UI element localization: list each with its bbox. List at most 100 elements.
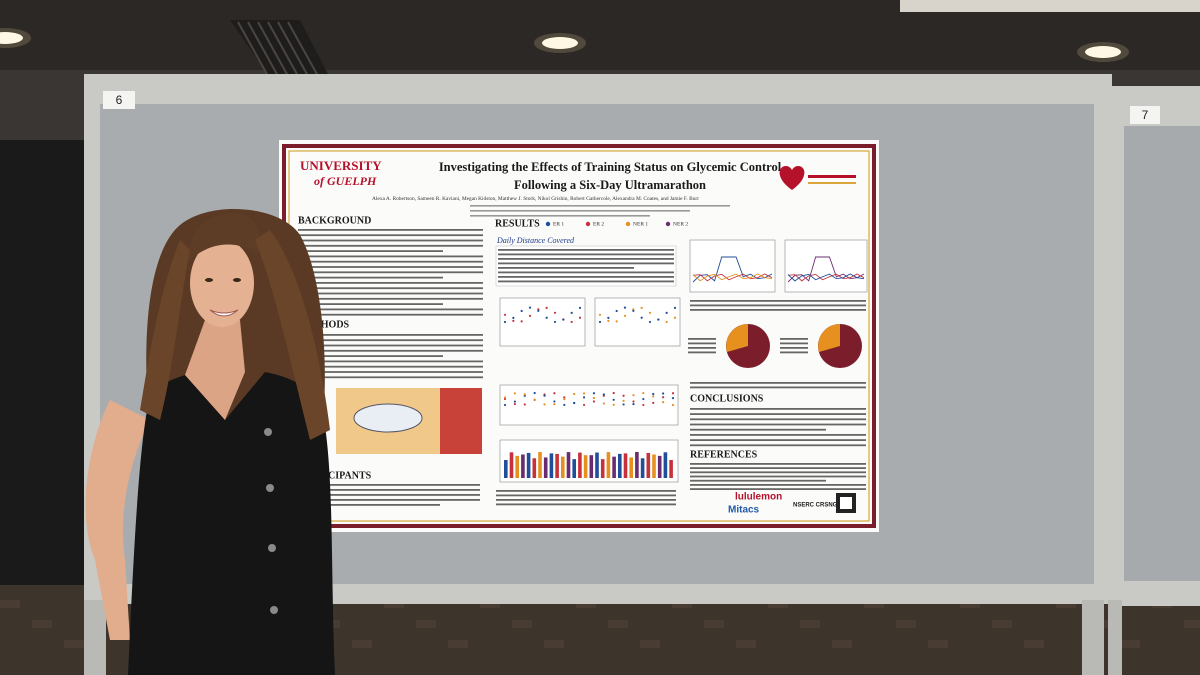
- plot-point: [592, 396, 596, 400]
- bar: [515, 455, 519, 478]
- legend-swatch: [625, 221, 631, 227]
- plot-point: [582, 396, 586, 399]
- board-number: 7: [1142, 108, 1149, 122]
- plot-point: [632, 400, 635, 403]
- body-text-line: [690, 408, 866, 410]
- pie-legend-line: [780, 347, 808, 349]
- smile: [209, 309, 239, 317]
- legend-label: NER 2: [673, 221, 688, 227]
- carpet-pattern: [0, 600, 20, 608]
- table-row: [498, 262, 674, 265]
- pie-legend-line: [688, 347, 716, 349]
- plot-point: [563, 398, 566, 401]
- affiliation-line: [470, 215, 650, 217]
- carpet-pattern: [704, 620, 724, 628]
- plot-point: [623, 314, 627, 317]
- plot-point: [553, 392, 556, 395]
- body-text-line: [298, 229, 483, 231]
- sponsor-logo: NSERC CRSNG: [793, 503, 838, 509]
- carpet-pattern: [736, 640, 756, 648]
- ceiling-light: [542, 37, 578, 49]
- doorway: [0, 140, 85, 590]
- body-text-line: [298, 287, 483, 290]
- line-series: [787, 256, 865, 283]
- plot-point: [648, 320, 652, 324]
- plot-point: [582, 392, 586, 395]
- body-text-line: [690, 413, 866, 415]
- section-heading: RESULTS: [495, 218, 540, 229]
- board-leg: [1082, 600, 1104, 675]
- plot-point: [622, 399, 625, 402]
- legend-label: ER 1: [553, 221, 564, 227]
- plot-point: [657, 318, 660, 321]
- carpet-pattern: [832, 640, 852, 648]
- plot-point: [545, 316, 548, 319]
- plot-point: [640, 316, 643, 319]
- caption-line: [496, 503, 676, 506]
- plot-point: [533, 398, 536, 401]
- vent-slat: [257, 21, 289, 77]
- table: [495, 245, 677, 287]
- plot-point: [513, 402, 516, 406]
- plot-point: [563, 403, 566, 407]
- plot-point: [528, 314, 532, 317]
- body-text-line: [298, 239, 483, 242]
- plot-point: [512, 316, 515, 319]
- plot-point: [543, 394, 546, 397]
- caption-line: [496, 494, 676, 497]
- pie-legend-line: [688, 338, 716, 340]
- carpet-pattern: [1120, 640, 1140, 648]
- legend-swatch: [545, 221, 551, 227]
- plot-point: [503, 320, 507, 324]
- poster-title: Investigating the Effects of Training St…: [439, 160, 782, 174]
- pie-legend-line: [688, 351, 716, 354]
- board-fabric-right: [1124, 126, 1200, 581]
- carpet-pattern: [448, 640, 468, 648]
- table-row: [498, 267, 634, 269]
- body-text-line: [690, 418, 866, 421]
- methods-figure-side: [440, 388, 482, 454]
- sponsor-logo: lululemon: [735, 492, 782, 503]
- lab-logo-heart: [779, 166, 805, 190]
- plot-point: [673, 316, 677, 319]
- plot-point: [573, 392, 576, 396]
- body-text-line: [298, 244, 483, 247]
- section-heading: REFERENCES: [690, 449, 758, 460]
- plot-point: [607, 319, 610, 322]
- legend-swatch: [585, 221, 591, 227]
- button: [264, 428, 272, 436]
- legend-label: NER 1: [633, 221, 648, 227]
- bar: [509, 452, 514, 478]
- sponsor-logo: Mitacs: [728, 505, 760, 516]
- body-text-line: [298, 376, 483, 379]
- body-text-line: [298, 349, 483, 352]
- plot-point: [602, 402, 605, 405]
- bar: [521, 454, 525, 478]
- bar: [572, 459, 576, 478]
- caption-line: [690, 309, 866, 311]
- ceiling-light: [0, 32, 23, 44]
- pie-legend-line: [780, 351, 808, 354]
- plot-point: [671, 392, 675, 395]
- plot-point: [582, 403, 586, 407]
- body-text-line: [298, 303, 443, 305]
- number-card: [103, 91, 135, 109]
- bar: [669, 459, 673, 478]
- carpet-pattern: [416, 620, 436, 628]
- body-text-line: [298, 339, 483, 342]
- section-heading: BACKGROUND: [298, 215, 371, 226]
- bar: [532, 458, 537, 478]
- body-text-line: [298, 234, 483, 237]
- plot-point: [503, 397, 507, 401]
- logo-line1: UNIVERSITY: [300, 158, 382, 173]
- bar: [612, 456, 616, 478]
- line-series: [692, 273, 773, 282]
- body-text-line: [298, 308, 483, 311]
- button: [270, 606, 278, 614]
- button: [268, 544, 276, 552]
- line-series: [692, 273, 773, 282]
- bar: [566, 452, 571, 478]
- plot-point: [642, 397, 645, 401]
- vent-slat: [267, 21, 299, 77]
